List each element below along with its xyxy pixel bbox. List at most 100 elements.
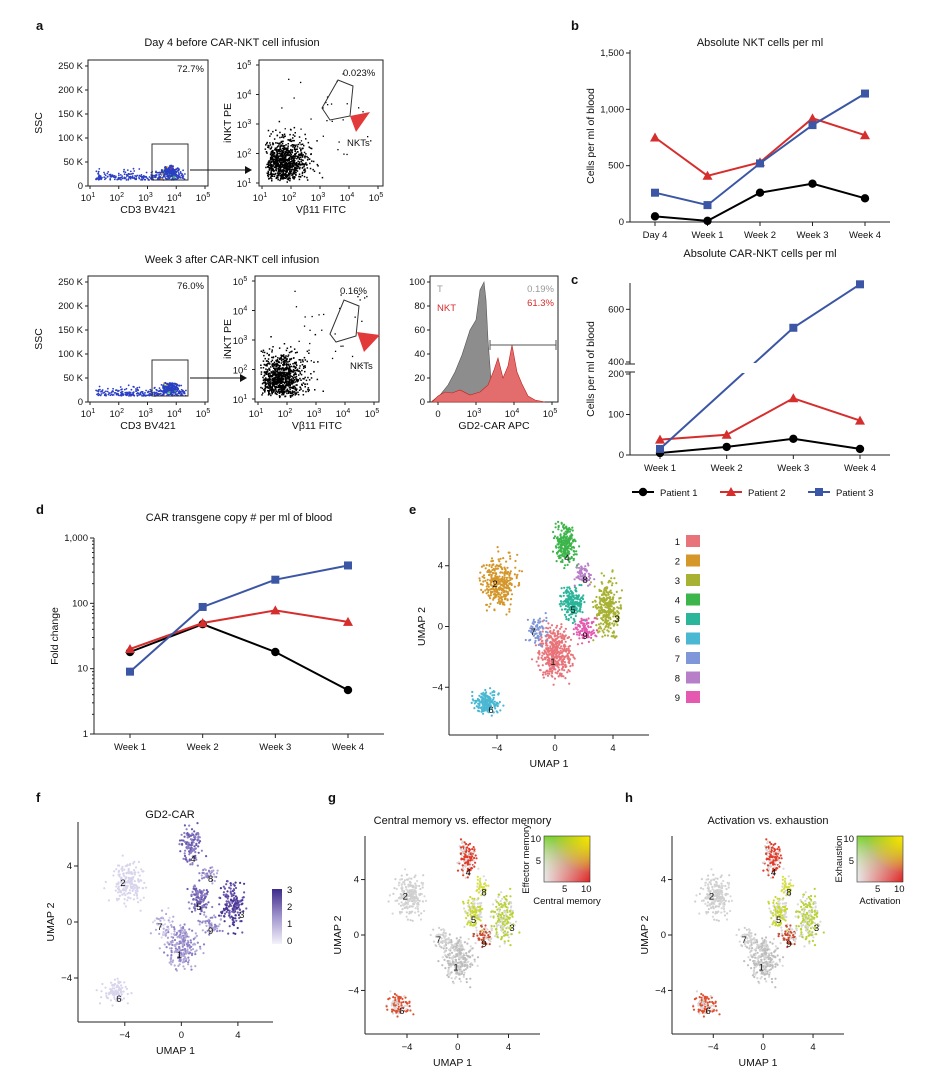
umap-dot [576,553,578,555]
umap-dot [565,548,567,550]
umap-dot [607,635,609,637]
umap-dot [546,662,548,664]
nkt-dot [277,159,279,161]
nkt-dot [266,151,268,153]
umap-dot [480,693,482,695]
nkt-dot [307,159,309,161]
umap-dot [527,619,529,621]
nkt-dot [301,161,303,163]
umap-dot [547,622,549,624]
umap-dot [604,621,606,623]
flow-dot [174,388,176,390]
umap-dot [620,604,622,606]
umap-dot [573,602,575,604]
nkt-dot [277,142,279,144]
umap-dot [566,601,568,603]
umap-dot [525,639,527,641]
nkt-dot [284,156,286,158]
legend-label: 4 [675,596,680,607]
data-point [789,324,797,332]
umap-dot [561,673,563,675]
umap-dot [611,622,613,624]
nkt-dot [279,371,281,373]
y-tick-label: 600 [608,304,624,315]
umap-dot [573,547,575,549]
nkt-dot [309,389,311,391]
nkt-dot [293,161,295,163]
umap-dot [565,618,567,620]
flow-dot [125,171,127,173]
nkt-dot [300,159,302,161]
umap-dot [553,684,555,686]
flow-dot [111,175,113,177]
nkt-dot [281,360,283,362]
umap-dot [562,603,564,605]
umap-dot [550,632,552,634]
nkt-dot [279,386,281,388]
umap-dot [602,623,604,625]
nkt-dot [313,371,315,373]
umap-dot [568,636,570,638]
nkt-dot [273,379,275,381]
flow-dot [138,178,140,180]
nkt-dot [270,144,272,146]
nkt-dot [294,127,296,128]
nkt-dot [284,368,286,370]
nkt-dot [275,167,277,169]
flow-dot [147,178,149,180]
umap-dot [558,651,560,653]
nkt-dot [288,365,290,367]
umap-dot [487,579,489,581]
umap-dot [547,660,549,662]
umap-dot [575,590,577,592]
umap-dot [590,581,592,583]
nkt-dot [273,154,275,156]
legend-swatch [686,535,700,547]
nkt-dot [300,388,302,390]
umap-dot [487,594,489,596]
umap-dot [572,529,574,531]
umap-dot [506,577,508,579]
umap-dot [545,642,547,644]
umap-dot [567,547,569,549]
umap-dot [578,637,580,639]
nkt-dot [263,355,265,357]
nkt-dot [298,144,300,146]
panel-label-c: c [571,272,578,287]
umap-dot [595,624,597,626]
nkt-dot [277,179,279,181]
nkt-dot [280,151,282,153]
flow-dot [172,384,174,386]
nkt-dot [287,367,289,369]
umap-dot [508,587,510,589]
umap-dot [489,692,491,694]
nkt-dot [289,383,291,385]
nkt-dot [296,362,298,364]
umap-dot [563,532,565,534]
nkt-dot [287,139,289,141]
umap-dot [551,670,553,672]
nkt-dot [292,174,294,176]
umap-dot [570,535,572,537]
flow-dot [133,168,135,170]
flow-dot [120,179,122,181]
umap-dot [492,701,494,703]
umap-dot [499,709,501,711]
nkt-dot [289,180,291,182]
nkt-dot [292,390,294,392]
cluster-label: 1 [550,657,555,668]
chart-title: GD2-CAR [145,809,195,821]
umap-dot [587,622,589,624]
nkt-dot [282,177,284,179]
nkt-gate [330,300,359,342]
nkt-dot [298,374,300,376]
vb11-tick-label: 102 [282,192,297,204]
legend-swatch [686,574,700,586]
umap-dot [592,639,594,641]
nkt-gate [322,80,353,120]
umap-dot [571,546,573,548]
nkt-dot [267,390,269,392]
umap-dot [581,642,583,644]
nkt-dot [296,158,298,160]
nkt-dot [268,354,270,356]
